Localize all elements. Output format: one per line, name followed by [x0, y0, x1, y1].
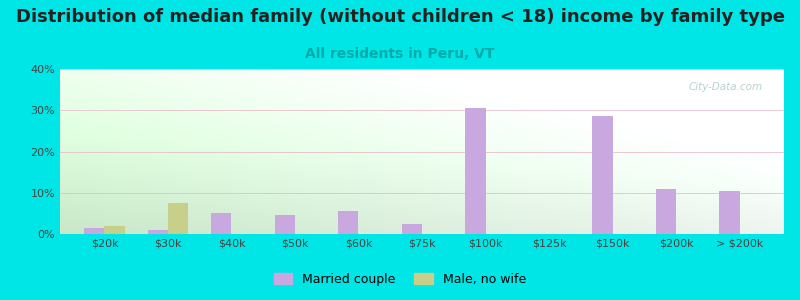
Text: Distribution of median family (without children < 18) income by family type: Distribution of median family (without c…: [15, 8, 785, 26]
Bar: [211, 213, 231, 234]
Text: City-Data.com: City-Data.com: [688, 82, 762, 92]
Bar: [274, 215, 295, 234]
Bar: [592, 116, 613, 234]
Text: All residents in Peru, VT: All residents in Peru, VT: [306, 46, 494, 61]
Bar: [719, 191, 739, 234]
Bar: [338, 211, 358, 234]
Bar: [105, 226, 125, 234]
Bar: [402, 224, 422, 234]
Bar: [656, 189, 676, 234]
Bar: [168, 203, 188, 234]
Legend: Married couple, Male, no wife: Married couple, Male, no wife: [269, 268, 531, 291]
Bar: [84, 228, 105, 234]
Bar: [465, 108, 486, 234]
Bar: [148, 230, 168, 234]
